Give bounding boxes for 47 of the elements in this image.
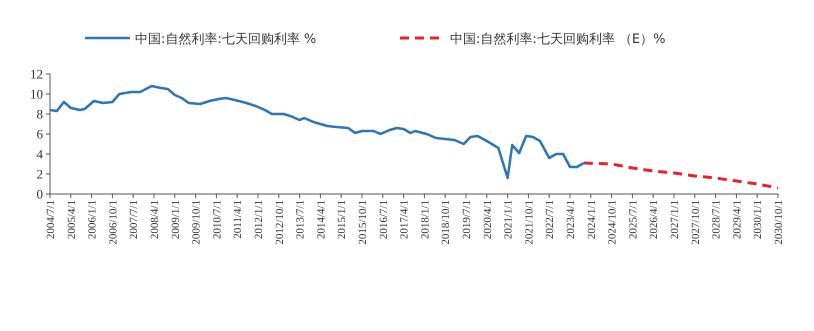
x-tick-label: 2009/1/1 <box>170 200 182 240</box>
x-tick-label: 2018/10/1 <box>440 200 452 245</box>
x-tick-label: 2006/10/1 <box>107 200 120 245</box>
x-tick-label: 2018/1/1 <box>419 200 432 240</box>
y-tick-label: 4 <box>36 146 44 162</box>
x-tick-label: 2012/1/1 <box>253 200 265 240</box>
y-tick-label: 0 <box>36 186 43 202</box>
x-tick-label: 2015/1/1 <box>336 200 348 240</box>
y-tick-label: 10 <box>30 86 43 102</box>
line-series <box>48 84 586 180</box>
x-tick-label: 2028/7/1 <box>710 200 723 240</box>
x-tick-label: 2024/1/1 <box>586 200 598 240</box>
x-tick-label: 2009/10/1 <box>190 200 203 245</box>
x-tick-label: 2016/7/1 <box>378 200 390 240</box>
x-tick-label: 2014/4/1 <box>315 200 328 240</box>
y-tick-label: 2 <box>36 166 43 182</box>
x-tick-label: 2004/7/1 <box>45 200 57 240</box>
x-tick-label: 2030/1/1 <box>752 200 764 240</box>
x-tick-label: 2013/7/1 <box>294 200 307 240</box>
x-tick-label: 2025/7/1 <box>627 200 640 240</box>
x-tick-label: 2023/4/1 <box>565 200 577 240</box>
x-tick-label: 2011/4/1 <box>232 200 244 239</box>
x-tick-label: 2021/1/1 <box>502 200 515 240</box>
x-tick-label: 2022/7/1 <box>544 200 556 240</box>
x-tick-label: 2012/10/1 <box>274 200 286 245</box>
line-series <box>582 162 780 190</box>
x-tick-label: 2010/7/1 <box>211 200 224 240</box>
x-tick-label: 2024/10/1 <box>606 200 619 245</box>
x-tick-label: 2030/10/1 <box>773 200 785 245</box>
x-tick-label: 2019/7/1 <box>461 200 473 240</box>
x-tick-label: 2015/10/1 <box>357 200 369 245</box>
x-tick-label: 2005/4/1 <box>66 200 78 240</box>
x-tick-label: 2029/4/1 <box>731 200 744 240</box>
y-tick-label: 8 <box>36 106 43 122</box>
legend-label: 中国:自然利率:七天回购利率 % <box>135 31 316 47</box>
y-tick-label: 12 <box>30 66 43 82</box>
x-tick-label: 2006/1/1 <box>86 200 99 240</box>
x-tick-label: 2026/4/1 <box>648 200 660 240</box>
legend-label: 中国:自然利率:七天回购利率 （E）% <box>450 31 666 47</box>
x-tick-label: 2027/10/1 <box>690 200 702 245</box>
y-tick-label: 6 <box>36 126 44 142</box>
x-tick-label: 2008/4/1 <box>149 200 161 240</box>
x-tick-label: 2017/4/1 <box>398 200 411 240</box>
x-tick-label: 2027/1/1 <box>669 200 681 240</box>
x-tick-label: 2021/10/1 <box>523 200 536 245</box>
x-tick-label: 2007/7/1 <box>128 200 140 240</box>
x-tick-label: 2020/4/1 <box>482 200 494 240</box>
